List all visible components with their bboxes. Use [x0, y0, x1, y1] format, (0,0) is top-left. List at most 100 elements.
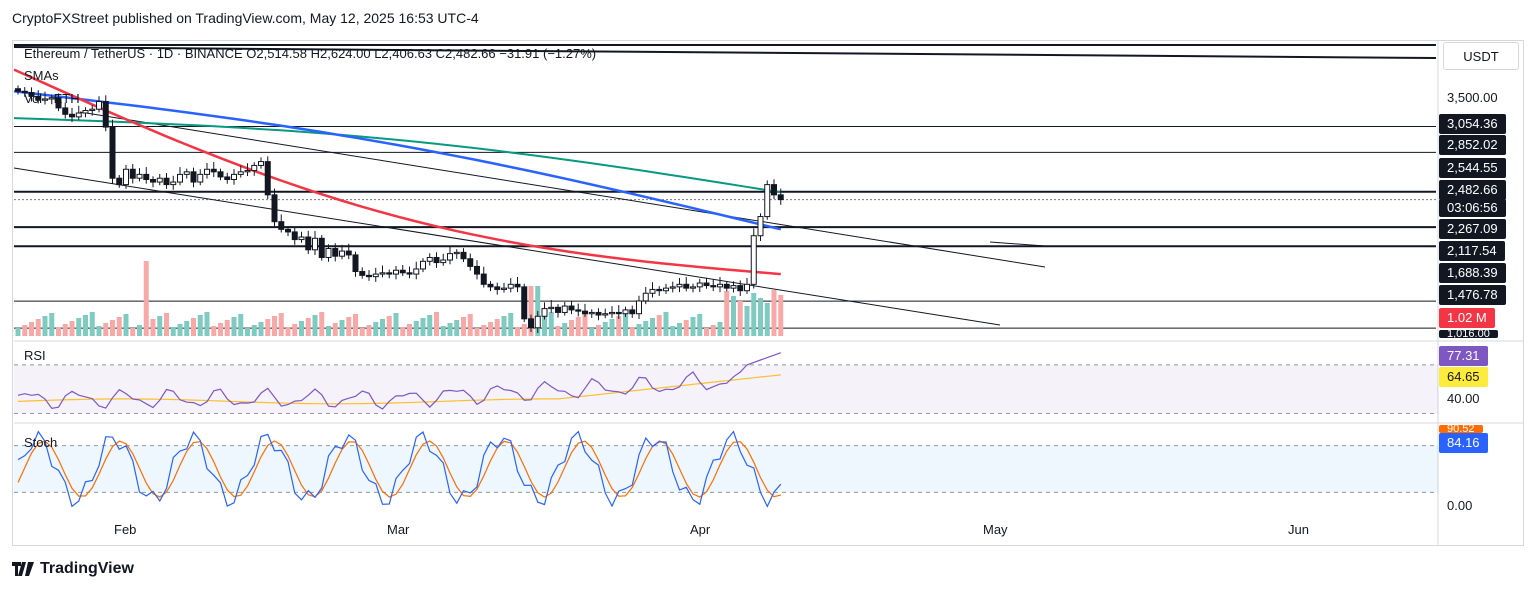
level-tag-3054: 3,054.36 [1439, 114, 1506, 134]
chart-frame [12, 40, 1524, 546]
candle-body [548, 306, 555, 310]
volume-bar [535, 286, 541, 336]
level-tag-2852: 2,852.02 [1439, 135, 1506, 155]
volume-bar [191, 318, 196, 336]
volume-bar [49, 313, 55, 336]
candle-body [237, 171, 244, 175]
volume-bar [562, 323, 568, 336]
volume-bar [569, 320, 574, 336]
volume-bar [623, 313, 628, 336]
volume-bar [521, 324, 527, 336]
currency-button[interactable]: USDT [1443, 42, 1519, 70]
candle-body [555, 306, 561, 313]
volume-bar [413, 321, 419, 336]
rsi-line [17, 352, 782, 410]
candle-body [561, 305, 568, 313]
volume-bar [650, 318, 655, 336]
candle-body [413, 268, 420, 275]
volume-bar [494, 319, 500, 336]
tradingview-brand[interactable]: TradingView [12, 560, 134, 578]
candle-body [62, 107, 69, 115]
volume-bar [184, 321, 190, 336]
candle-body [116, 177, 123, 186]
volume-bar [474, 328, 480, 336]
candle-body [109, 126, 116, 179]
candle-body [150, 178, 156, 183]
volume-bar [204, 312, 210, 336]
volume-bar [339, 320, 345, 336]
candle-body [82, 109, 89, 114]
candle-body [588, 311, 595, 315]
volume-bar [596, 325, 601, 336]
volume-bar [278, 313, 284, 336]
volume-bar [616, 316, 622, 336]
symbol-legend[interactable]: Ethereum / TetherUS · 1D · BINANCE O2,51… [24, 46, 597, 61]
candle-body [251, 164, 258, 172]
candle-body [440, 259, 447, 264]
candle-body [521, 286, 528, 320]
candle-body [595, 311, 602, 316]
volume-bar [285, 327, 291, 336]
candle-body [642, 292, 649, 302]
resistance-line [13, 46, 1437, 59]
candle-body [480, 273, 487, 285]
candle-body [393, 269, 399, 275]
volume-bar [245, 328, 250, 336]
volume-bar [758, 298, 763, 336]
volume-bar [258, 322, 264, 336]
candle-body [710, 285, 717, 288]
rsi-pane-label[interactable]: RSI [24, 348, 46, 363]
candle-body [42, 98, 48, 101]
volume-bar [143, 261, 149, 336]
volume-bar [717, 322, 723, 336]
volume-bar [467, 314, 473, 336]
smas-legend[interactable]: SMAs [24, 68, 59, 83]
candle-body [224, 176, 231, 180]
level-tag-2117: 2,117.54 [1439, 241, 1505, 261]
candle-body [399, 269, 406, 274]
candle-body [474, 265, 480, 275]
stoch-pane-label[interactable]: Stoch [24, 435, 58, 450]
candle-body [197, 173, 204, 183]
volume-bar [656, 315, 662, 336]
volume-bar [312, 315, 318, 336]
candle-body [730, 285, 737, 289]
volume-bar [764, 303, 770, 336]
volume-bar [393, 313, 399, 336]
volume-bar [76, 318, 82, 336]
candle-body [771, 184, 777, 196]
volume-bar [103, 323, 109, 336]
volume-legend[interactable]: Vol · ETH [24, 91, 80, 106]
candle-body [129, 168, 136, 179]
volume-bar [440, 326, 446, 336]
candle-body [575, 309, 582, 312]
volume-bar [29, 322, 34, 336]
candle-body [204, 168, 210, 175]
candle-body [420, 260, 426, 270]
volume-bar [427, 315, 433, 336]
volume-bar [778, 295, 784, 336]
candle-body [89, 108, 96, 111]
level-tag-2267: 2,267.09 [1439, 219, 1506, 239]
candle-body [69, 113, 75, 118]
stoch-d-tag: 90.52 [1439, 425, 1483, 433]
candle-body [737, 285, 744, 292]
publisher-header: CryptoFXStreet published on TradingView.… [12, 10, 479, 26]
volume-bar [224, 320, 230, 336]
volume-bar [177, 324, 183, 336]
volume-bar [575, 317, 581, 336]
x-label-jun: Jun [1288, 522, 1309, 537]
volume-bar [89, 312, 95, 336]
volume-bar [704, 328, 709, 336]
candle-body [750, 235, 757, 285]
volume-bar [636, 324, 642, 336]
candle-body [318, 237, 325, 258]
candle-body [21, 90, 28, 94]
candle-body [669, 286, 676, 289]
volume-bar [501, 316, 507, 336]
candle-body [258, 161, 264, 166]
volume-bar [670, 326, 676, 336]
volume-bar [643, 321, 649, 336]
volume-bar [508, 313, 514, 336]
